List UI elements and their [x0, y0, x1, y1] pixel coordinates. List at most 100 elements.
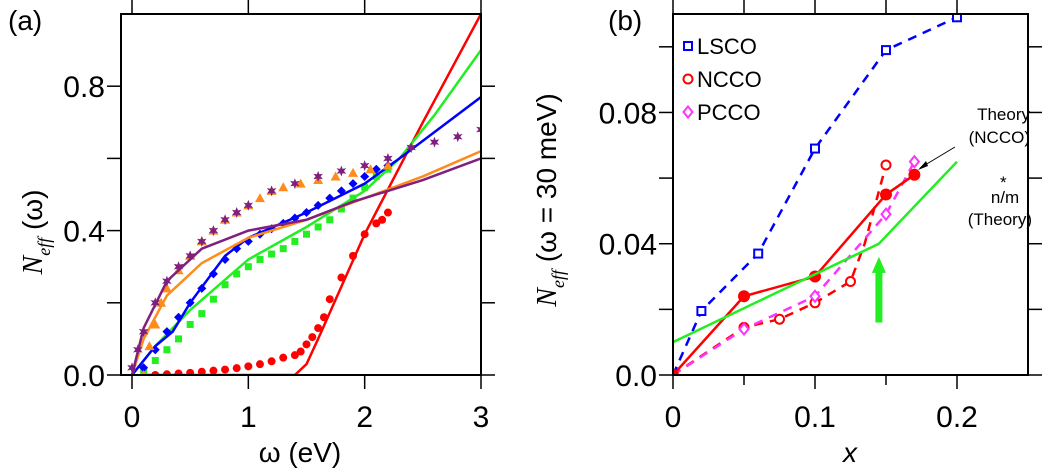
annotation-pointer-head: [918, 161, 928, 170]
data-point: [753, 248, 764, 259]
y-tick-label: 0.08: [599, 97, 657, 130]
data-point: [880, 207, 892, 222]
data-point: [144, 341, 155, 351]
x-tick-label: 0: [124, 401, 141, 434]
y-tick-label: 0.0: [63, 360, 105, 393]
panel-b-xlabel: x: [841, 437, 858, 468]
legend-label-lsco: LSCO: [697, 34, 757, 59]
data-point: [267, 357, 276, 366]
data-point: [383, 208, 392, 217]
data-point: [221, 365, 230, 374]
data-point: [313, 170, 323, 182]
data-point: [256, 255, 264, 263]
annotation-theory-ncco-1: Theory: [977, 105, 1030, 124]
ylabel-rest: (ω = 30 meV): [531, 93, 562, 270]
series-purple-line: [130, 157, 481, 375]
data-point: [220, 214, 230, 226]
data-point: [738, 321, 750, 337]
data-point: [197, 235, 207, 247]
data-point: [453, 131, 463, 143]
panel-a-label: (a): [8, 5, 42, 36]
data-point: [255, 360, 264, 369]
data-point: [127, 362, 137, 374]
annotation-nm-2: (Theory): [968, 210, 1032, 229]
series-ncco: [673, 159, 892, 375]
panel-b-label: (b): [608, 5, 642, 36]
data-point: [302, 340, 311, 349]
data-point: [908, 168, 921, 181]
y-tick-label: 0.0: [615, 360, 657, 393]
x-tick-label: 3: [473, 401, 490, 434]
data-point: [209, 366, 218, 375]
data-point: [244, 263, 252, 271]
panel-a-ylabel: Neff (ω): [17, 190, 54, 276]
ylabel-rest: (ω): [17, 190, 48, 238]
series-line: [130, 157, 481, 375]
data-point: [254, 193, 265, 203]
series-purple-points: [127, 124, 481, 374]
data-point: [952, 14, 962, 23]
panel-b: (b) x Neff (ω = 30 meV) Theory (NCCO) n/…: [531, 0, 1042, 468]
legend-label-ncco: NCCO: [697, 67, 762, 92]
data-point: [232, 364, 241, 373]
annotation-nm-1: n/m: [991, 188, 1019, 207]
data-point: [279, 245, 287, 253]
data-point: [314, 223, 322, 231]
data-point: [186, 368, 195, 375]
data-point: [303, 230, 310, 238]
series-lsco: [673, 14, 962, 375]
green-arrow-head: [871, 256, 886, 273]
data-point: [406, 142, 416, 154]
data-point: [336, 165, 347, 177]
panel-a-xlabel: ω (eV): [259, 437, 342, 468]
panel-b-ylabel: Neff (ω = 30 meV): [531, 93, 568, 307]
data-point: [360, 171, 370, 181]
data-point: [221, 281, 229, 289]
series-line: [673, 164, 888, 375]
data-point: [150, 319, 161, 329]
series-line: [143, 14, 481, 375]
series-orange-points: [140, 160, 393, 375]
data-point: [372, 219, 381, 228]
data-point: [231, 207, 242, 218]
data-point: [290, 178, 300, 190]
y-tick-label: 0.4: [63, 216, 105, 249]
data-point: [382, 160, 393, 170]
data-point: [244, 362, 253, 371]
panel-a: (a) ω (eV) Neff (ω) 0 1 2 3 0.0 0.4 0.8: [8, 0, 495, 468]
data-point: [738, 290, 750, 303]
legend-label-pcco: PCCO: [697, 100, 761, 125]
data-point: [175, 335, 183, 343]
data-point: [185, 250, 195, 262]
data-point: [174, 369, 183, 375]
data-point: [308, 333, 317, 342]
x-tick-label: 0.2: [936, 401, 978, 434]
data-point: [348, 179, 358, 189]
series-red-line: [143, 14, 481, 375]
series-blue-line: [131, 96, 481, 375]
data-point: [810, 143, 820, 154]
ylabel-sub: eff: [548, 267, 568, 288]
data-point: [198, 310, 206, 318]
data-point: [186, 320, 194, 328]
x-tick-label: 0: [665, 401, 682, 434]
data-point: [161, 283, 172, 293]
data-point: [682, 73, 694, 85]
data-point: [429, 136, 440, 148]
series-orange-line: [130, 150, 481, 375]
data-point: [378, 215, 387, 224]
data-point: [279, 353, 288, 362]
data-point: [268, 250, 276, 258]
x-tick-label: 2: [356, 401, 373, 434]
data-point: [365, 164, 376, 174]
data-point: [845, 275, 856, 287]
data-point: [233, 270, 241, 278]
y-tick-label: 0.04: [599, 229, 657, 262]
data-point: [266, 185, 277, 197]
x-tick-label: 1: [240, 401, 257, 434]
data-point: [361, 183, 369, 191]
data-point: [163, 346, 171, 354]
plot-area: [127, 14, 481, 375]
data-point: [908, 154, 921, 169]
